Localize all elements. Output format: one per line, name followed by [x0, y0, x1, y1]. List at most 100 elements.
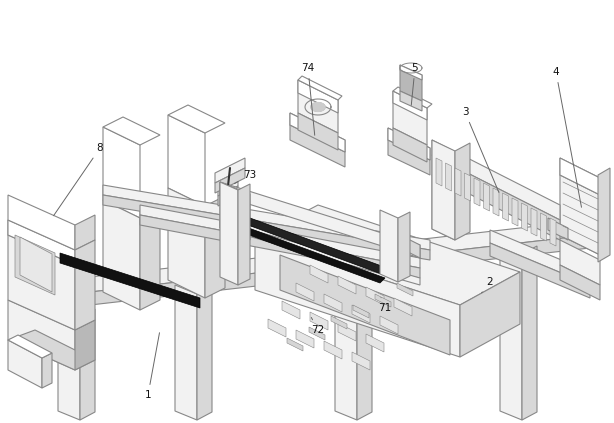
Polygon shape: [560, 265, 600, 300]
Polygon shape: [393, 91, 427, 145]
Polygon shape: [282, 301, 300, 319]
Polygon shape: [8, 300, 75, 370]
Polygon shape: [218, 176, 238, 196]
Polygon shape: [388, 128, 430, 160]
Polygon shape: [248, 218, 398, 279]
Polygon shape: [502, 193, 508, 221]
Polygon shape: [140, 208, 160, 310]
Polygon shape: [75, 215, 95, 250]
Polygon shape: [20, 220, 590, 300]
Polygon shape: [474, 178, 480, 206]
Polygon shape: [455, 143, 470, 240]
Polygon shape: [335, 262, 357, 420]
Polygon shape: [287, 338, 303, 351]
Polygon shape: [366, 334, 384, 352]
Text: 72: 72: [311, 317, 325, 335]
Polygon shape: [560, 240, 600, 285]
Polygon shape: [290, 113, 345, 152]
Polygon shape: [455, 168, 461, 196]
Text: 5: 5: [411, 63, 418, 105]
Polygon shape: [8, 235, 75, 330]
Polygon shape: [8, 220, 75, 265]
Text: 2: 2: [482, 277, 493, 293]
Polygon shape: [8, 335, 52, 358]
Polygon shape: [309, 327, 325, 340]
Polygon shape: [560, 158, 600, 195]
Polygon shape: [230, 223, 385, 283]
Polygon shape: [298, 113, 338, 150]
Polygon shape: [103, 195, 430, 260]
Text: 74: 74: [301, 63, 315, 135]
Polygon shape: [80, 309, 95, 420]
Polygon shape: [380, 210, 398, 282]
Polygon shape: [331, 316, 347, 329]
Polygon shape: [400, 65, 422, 101]
Polygon shape: [397, 283, 413, 296]
Polygon shape: [512, 198, 518, 226]
Polygon shape: [540, 213, 546, 241]
Polygon shape: [352, 352, 370, 370]
Polygon shape: [42, 353, 52, 388]
Polygon shape: [20, 235, 590, 313]
Polygon shape: [8, 330, 95, 370]
Polygon shape: [531, 208, 537, 236]
Polygon shape: [298, 80, 338, 113]
Polygon shape: [15, 235, 55, 295]
Polygon shape: [560, 175, 600, 255]
Polygon shape: [522, 246, 537, 420]
Polygon shape: [548, 218, 568, 240]
Polygon shape: [75, 240, 95, 330]
Polygon shape: [218, 186, 238, 206]
Polygon shape: [220, 221, 420, 285]
Polygon shape: [490, 243, 590, 298]
Polygon shape: [20, 285, 36, 323]
Polygon shape: [465, 173, 470, 201]
Polygon shape: [550, 218, 556, 246]
Polygon shape: [103, 200, 140, 310]
Polygon shape: [500, 245, 522, 420]
Polygon shape: [8, 220, 75, 265]
Polygon shape: [290, 125, 345, 167]
Polygon shape: [432, 155, 560, 240]
Polygon shape: [310, 312, 328, 330]
Polygon shape: [255, 205, 520, 305]
Polygon shape: [268, 319, 286, 337]
Polygon shape: [168, 188, 205, 298]
Polygon shape: [483, 183, 489, 211]
Polygon shape: [103, 127, 140, 218]
Polygon shape: [394, 298, 412, 316]
Polygon shape: [436, 158, 442, 186]
Polygon shape: [58, 308, 80, 420]
Text: 1: 1: [145, 333, 160, 400]
Polygon shape: [255, 238, 460, 357]
Text: 8: 8: [53, 143, 103, 216]
Polygon shape: [357, 263, 372, 420]
Polygon shape: [20, 237, 52, 292]
Polygon shape: [388, 140, 430, 175]
Polygon shape: [380, 316, 398, 334]
Polygon shape: [60, 253, 200, 308]
Polygon shape: [296, 283, 314, 301]
Polygon shape: [290, 113, 345, 152]
Polygon shape: [215, 158, 245, 183]
Polygon shape: [205, 196, 225, 298]
Polygon shape: [493, 188, 499, 216]
Polygon shape: [238, 184, 250, 285]
Polygon shape: [388, 128, 430, 160]
Polygon shape: [103, 117, 160, 145]
Polygon shape: [460, 272, 520, 357]
Polygon shape: [390, 230, 420, 258]
Polygon shape: [432, 175, 455, 240]
Polygon shape: [324, 294, 342, 312]
Polygon shape: [432, 140, 560, 220]
Polygon shape: [311, 103, 325, 111]
Polygon shape: [366, 287, 384, 305]
Polygon shape: [393, 87, 432, 108]
Text: 73: 73: [235, 170, 257, 184]
Polygon shape: [393, 91, 427, 120]
Polygon shape: [298, 76, 342, 100]
Polygon shape: [310, 265, 328, 283]
Polygon shape: [393, 128, 427, 162]
Text: 71: 71: [378, 298, 392, 313]
Polygon shape: [352, 305, 370, 323]
